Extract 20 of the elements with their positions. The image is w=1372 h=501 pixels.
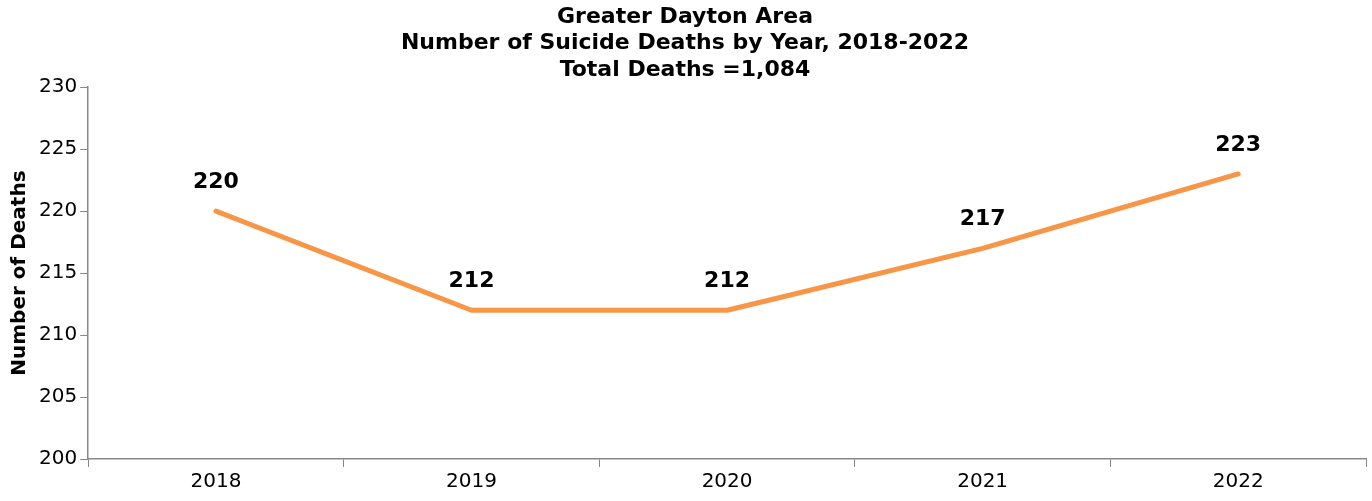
data-label: 212 — [448, 267, 495, 292]
x-tick-label: 2020 — [701, 468, 753, 493]
y-tick-label: 210 — [38, 321, 78, 346]
data-label: 223 — [1215, 130, 1262, 156]
x-tick-label: 2021 — [957, 468, 1009, 493]
x-tick-label: 2019 — [446, 468, 497, 493]
x-tick-label: 2022 — [1212, 468, 1264, 493]
data-label: 220 — [192, 167, 239, 193]
data-label: 212 — [704, 267, 751, 292]
y-axis-title: Number of Deaths — [6, 170, 31, 376]
y-tick-label: 230 — [38, 73, 78, 98]
y-tick-label: 220 — [38, 197, 78, 222]
data-label: 217 — [959, 205, 1006, 231]
chart-subtitle: Total Deaths =1,084 — [559, 55, 811, 81]
y-tick-label: 205 — [38, 383, 78, 408]
x-tick-label: 2018 — [190, 468, 242, 493]
y-tick-label: 225 — [38, 135, 78, 160]
y-tick-label: 215 — [38, 259, 78, 284]
chart-title: Greater Dayton Area Number of Suicide Deaths by Year, 2018-2022 — [400, 2, 970, 55]
y-tick-label: 200 — [38, 445, 78, 470]
